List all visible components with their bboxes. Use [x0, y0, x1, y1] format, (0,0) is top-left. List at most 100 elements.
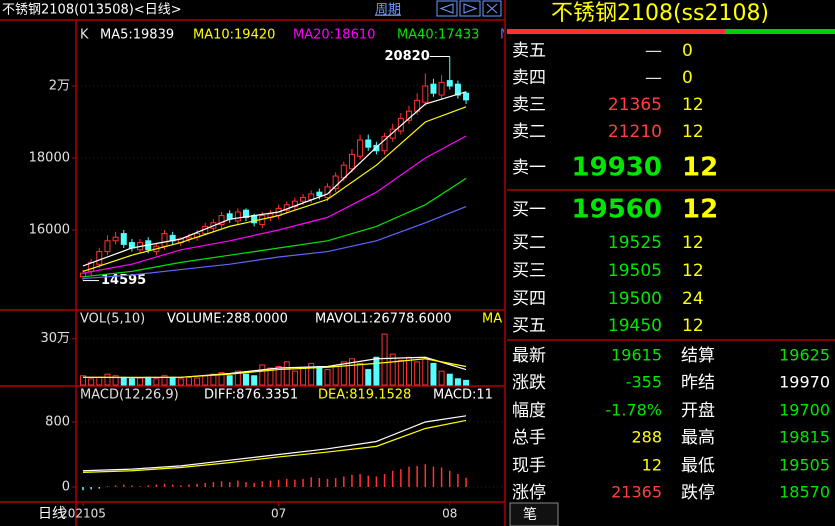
candle-body [381, 135, 388, 152]
candle-body [365, 139, 372, 148]
prev-icon [439, 3, 454, 14]
book-volume: 24 [682, 289, 704, 309]
volume-bar [463, 379, 470, 386]
volume-bar [259, 364, 266, 386]
candle-body [218, 215, 225, 226]
legend-entry: MA [482, 312, 502, 327]
book-label: 买四 [512, 289, 546, 309]
book-volume: 12 [682, 153, 718, 183]
candle-body [446, 80, 453, 87]
volume-bar [161, 375, 168, 386]
book-label: 卖四 [512, 68, 546, 88]
indicator-line [82, 419, 467, 473]
volume-bar [202, 375, 209, 386]
stat-label: 昨结 [681, 373, 715, 393]
x-tick-label: 08 [442, 507, 457, 521]
book-label: 买一 [512, 200, 546, 220]
volume-bar [185, 376, 192, 386]
volume-bar [389, 353, 396, 386]
candle-body [96, 251, 103, 265]
volume-bar [120, 376, 127, 386]
stat-value: 19970 [779, 373, 830, 392]
close-icon [486, 3, 498, 14]
period-button[interactable]: 周期 [375, 3, 401, 18]
book-label: 卖五 [512, 41, 546, 61]
book-volume: 12 [682, 233, 704, 253]
book-price: 19560 [572, 195, 662, 225]
stat-value: -355 [626, 373, 662, 392]
candle-body [438, 81, 445, 96]
candle-body [348, 153, 355, 170]
volume-bar [414, 361, 421, 386]
candle-body [120, 233, 127, 245]
volume-bar [153, 378, 160, 386]
stat-label: 开盘 [681, 401, 715, 421]
stat-value: 19815 [779, 428, 830, 447]
volume-bar [267, 367, 274, 386]
volume-bar [251, 375, 258, 386]
candle-body [308, 193, 315, 200]
candle-body [316, 191, 323, 197]
volume-bar [291, 370, 298, 386]
candle-body [389, 128, 396, 139]
volume-bar [357, 362, 364, 386]
legend-entry: VOLUME:288.0000 [167, 312, 288, 327]
volume-bar [128, 378, 135, 386]
next-button[interactable] [459, 0, 481, 17]
stat-label: 总手 [512, 428, 546, 448]
candle-body [454, 83, 461, 96]
candle-body [112, 236, 119, 242]
volume-bar [218, 372, 225, 386]
book-volume: 12 [682, 261, 704, 281]
legend-entry: MAVOL1:26778.6000 [315, 312, 452, 327]
volume-bar [96, 376, 103, 386]
candle-body [373, 144, 380, 152]
tab[interactable] [509, 502, 559, 526]
book-volume: 12 [682, 316, 704, 336]
stat-label: 现手 [512, 456, 546, 476]
candle-body [104, 240, 111, 253]
legend-entry: MACD:11 [433, 388, 493, 403]
volume-bar [145, 376, 152, 386]
legend-entry: K [80, 28, 89, 43]
x-tick-label: 07 [271, 507, 286, 521]
volume-bar [112, 375, 119, 386]
book-label: 卖三 [512, 95, 546, 115]
y-tick-label: 800 [45, 414, 70, 429]
x-tick-label: 202105 [60, 507, 106, 521]
book-price: — [645, 68, 662, 88]
tab-label[interactable]: 笔 [523, 507, 537, 523]
volume-bar [454, 378, 461, 386]
book-label: 买五 [512, 316, 546, 336]
volume-bar [104, 373, 111, 386]
indicator-line [82, 135, 467, 274]
period-label[interactable]: 周期 [375, 3, 401, 18]
volume-bar [332, 365, 339, 386]
stat-label: 最低 [681, 456, 715, 476]
stat-label: 最高 [681, 428, 715, 448]
quote-title: 不锈钢2108(ss2108) [551, 1, 769, 26]
indicator-line [82, 106, 467, 272]
volume-bar [430, 362, 437, 386]
indicator-line [82, 415, 467, 472]
prev-button[interactable] [436, 0, 458, 17]
book-volume: 12 [682, 95, 704, 115]
book-price: 19525 [608, 233, 662, 253]
legend-entry: DEA:819.1528 [318, 388, 411, 403]
candle-body [422, 85, 429, 103]
candle-body [161, 233, 168, 247]
volume-bar [438, 370, 445, 386]
candle-body [357, 139, 364, 157]
candle-body [397, 117, 404, 132]
volume-bar [226, 375, 233, 386]
stat-label: 最新 [512, 346, 546, 366]
volume-bar [340, 361, 347, 386]
book-price: 19500 [608, 289, 662, 309]
y-tick-label: 16000 [29, 222, 70, 237]
volume-bar [365, 369, 372, 386]
volume-bar [324, 369, 331, 386]
plots: K MA5:19839 MA10:19420 MA20:18610 MA40:17433… [77, 28, 504, 491]
y-tick-label: 0 [62, 479, 70, 494]
close-button[interactable] [482, 0, 502, 17]
